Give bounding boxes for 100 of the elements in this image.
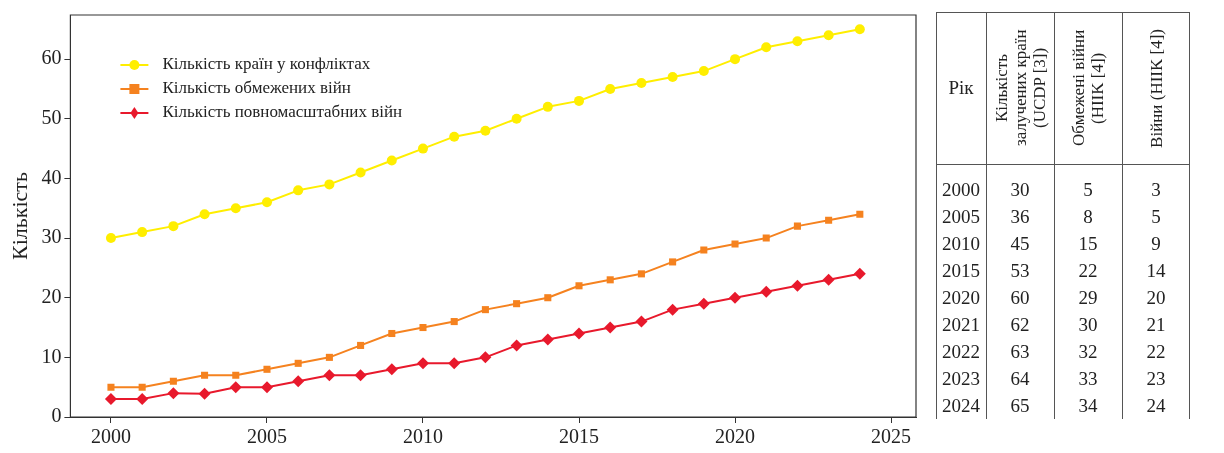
point <box>481 306 489 314</box>
point <box>386 155 397 166</box>
point <box>825 216 833 224</box>
legend-label: Кількість обмежених війн <box>162 78 351 98</box>
point <box>605 83 616 94</box>
point <box>292 375 305 388</box>
data-label: 22 <box>1145 340 1167 364</box>
point <box>419 324 427 332</box>
point <box>511 113 522 124</box>
point <box>793 222 801 230</box>
point <box>480 125 491 136</box>
point <box>856 210 864 218</box>
data-label: 29 <box>1077 286 1099 310</box>
point <box>792 36 803 47</box>
point <box>261 197 272 208</box>
point <box>450 318 458 326</box>
point <box>541 333 554 346</box>
point <box>606 276 614 284</box>
y-tick-label: 30 <box>41 225 62 248</box>
point <box>729 291 742 304</box>
y-tick-label: 50 <box>41 106 62 129</box>
point <box>669 258 677 266</box>
y-tick-label: 0 <box>51 404 62 427</box>
point <box>762 234 770 242</box>
point <box>822 273 835 286</box>
y-tick-label: 2024 <box>941 394 981 418</box>
point <box>604 321 617 334</box>
y-tick-label: 2022 <box>941 340 981 364</box>
point <box>263 365 271 373</box>
data-label: 32 <box>1077 340 1099 364</box>
point <box>198 387 211 400</box>
point <box>385 363 398 376</box>
y-tick-label: 60 <box>41 46 62 69</box>
point <box>791 279 804 292</box>
point <box>510 339 523 352</box>
data-label: 5 <box>1150 205 1162 229</box>
point <box>324 179 335 190</box>
point <box>637 270 645 278</box>
y-tick-label: 2010 <box>941 232 981 256</box>
point <box>853 267 866 280</box>
x-tick-label: 2005 <box>246 425 287 448</box>
point <box>575 282 583 290</box>
x-tick-label: Обмежені війни (HIIK [4]) <box>1068 28 1108 149</box>
legend-label: Кількість повномасштабних війн <box>162 102 403 122</box>
y-tick-label: 10 <box>41 344 62 367</box>
point <box>761 42 772 53</box>
y-axis-title: Рік <box>947 77 975 99</box>
data-label: 33 <box>1077 367 1099 391</box>
point <box>137 227 148 238</box>
data-label: 14 <box>1145 259 1167 283</box>
point <box>731 240 739 248</box>
point <box>104 393 117 406</box>
point <box>760 285 773 298</box>
y-tick-label: 2021 <box>941 313 981 337</box>
y-axis-title: Кількість <box>6 171 32 261</box>
point <box>574 95 585 106</box>
point <box>260 381 273 394</box>
y-tick-label: 40 <box>41 165 62 188</box>
y-tick-label: 2005 <box>941 205 981 229</box>
point <box>479 351 492 364</box>
point <box>201 371 209 379</box>
point <box>635 315 648 328</box>
data-label: 8 <box>1082 205 1094 229</box>
point <box>730 54 741 65</box>
data-label: 53 <box>1009 259 1031 283</box>
data-label: 9 <box>1150 232 1162 256</box>
point <box>323 369 336 382</box>
data-label: 63 <box>1009 340 1031 364</box>
x-tick-label: Кількість залучених країн (UCDP [3]) <box>991 28 1049 149</box>
point <box>294 359 302 367</box>
point <box>325 353 333 361</box>
data-label: 64 <box>1009 367 1031 391</box>
point <box>293 185 304 196</box>
point <box>854 24 865 35</box>
y-tick-label: 20 <box>41 284 62 307</box>
point <box>823 30 834 41</box>
data-label: 60 <box>1009 286 1031 310</box>
point <box>544 294 552 302</box>
point <box>105 233 116 244</box>
data-label: 21 <box>1145 313 1167 337</box>
y-tick-label: 2020 <box>941 286 981 310</box>
point <box>542 101 553 112</box>
point <box>357 341 365 349</box>
legend-label: Кількість країн у конфліктах <box>162 54 371 74</box>
y-tick-label: 2023 <box>941 367 981 391</box>
point <box>573 327 586 340</box>
point <box>513 300 521 308</box>
point <box>199 209 210 220</box>
point <box>698 66 709 77</box>
point <box>449 131 460 142</box>
data-label: 23 <box>1145 367 1167 391</box>
data-label: 65 <box>1009 394 1031 418</box>
point <box>448 357 461 370</box>
point <box>667 72 678 83</box>
data-label: 15 <box>1077 232 1099 256</box>
x-tick-label: 2010 <box>402 425 443 448</box>
y-tick-label: 2000 <box>941 178 981 202</box>
data-label: 30 <box>1009 178 1031 202</box>
point <box>232 371 240 379</box>
point <box>136 393 149 406</box>
